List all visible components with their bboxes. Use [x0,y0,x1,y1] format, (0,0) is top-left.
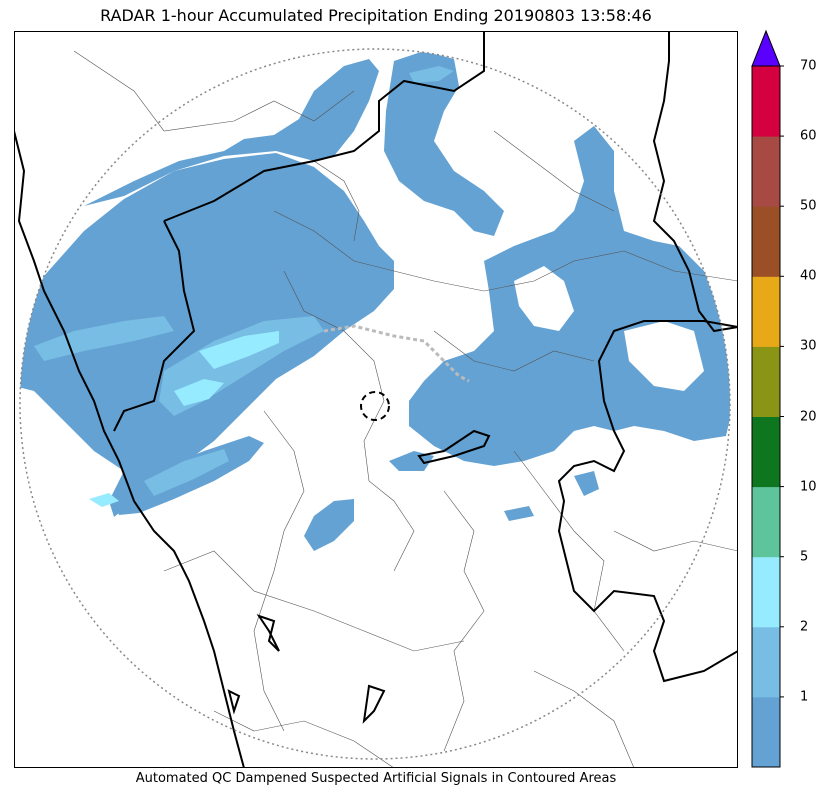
colorbar-bin [752,416,780,488]
colorbar-tick-label: 10 [800,479,817,495]
colorbar-tick-label: 30 [800,338,817,354]
colorbar-tick-label: 2 [800,619,809,635]
colorbar-bin [752,626,780,698]
precipitation-echoes [20,51,730,551]
colorbar-tick-label: 5 [800,549,809,565]
colorbar-bin [752,206,780,277]
echo-east-cell [574,471,599,496]
colorbar-tick-label: 50 [800,198,817,214]
colorbar-bin [752,346,780,417]
colorbar-ticks [780,65,784,698]
echo-heavy-core-b [174,379,224,406]
echo-west-band [20,153,394,517]
echo-mid-band-a [34,316,174,361]
echo-mid-band-c [144,449,229,496]
colorbar-bins [752,66,780,768]
echo-east-gap [624,321,704,391]
colorbar-tick-label: 20 [800,409,817,424]
echo-mid-north [409,66,454,83]
colorbar-bin [752,696,780,768]
echo-north-belt [84,59,379,206]
echo-north-patch [384,51,504,236]
colorbar-tick-label: 1 [800,689,809,705]
colorbar-tick-label: 40 [800,268,817,284]
map-caption: Automated QC Dampened Suspected Artifici… [135,771,617,786]
colorbar-bin [752,66,780,137]
qc-contour [323,324,470,383]
echo-central-cell-a [304,499,354,551]
state-borders [14,31,738,768]
colorbar-extend-max [751,29,781,67]
colorbar-bin [752,136,780,207]
district-borders [73,50,738,768]
chart-title: RADAR 1-hour Accumulated Precipitation E… [100,6,652,25]
colorbar-tick-label: 60 [800,128,817,144]
echo-small-cell [504,506,534,521]
colorbar [744,28,825,770]
range-ring [19,48,731,760]
echo-heavy-core-a [199,331,279,369]
radar-map [14,31,738,768]
colorbar-bin [752,486,780,558]
radar-site-marker [360,391,390,421]
echo-heavy-core-c [89,493,119,507]
colorbar-tick-label: 70 [800,58,817,74]
colorbar-bin [752,276,780,347]
colorbar-bin [752,556,780,628]
